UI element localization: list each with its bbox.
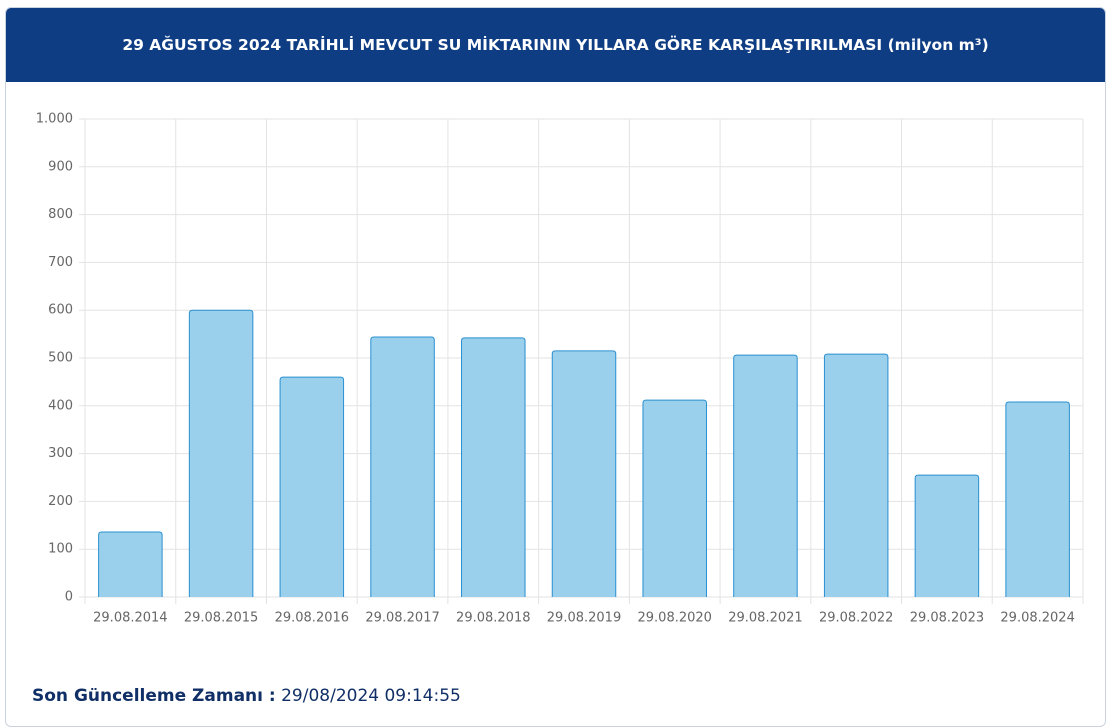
- footer: Son Güncelleme Zamanı : 29/08/2024 09:14…: [32, 686, 461, 706]
- y-tick-label: 400: [48, 398, 73, 413]
- chart: 0 100 200 300 400 500 600 700 800 900 1.000 29.08.2…: [36, 112, 1084, 626]
- x-tick-label: 29.08.2021: [728, 611, 802, 626]
- x-tick-label: 29.08.2016: [275, 611, 349, 626]
- update-label: Son Güncelleme Zamanı :: [32, 686, 276, 706]
- bar: [914, 474, 980, 597]
- y-tick-label: 600: [48, 303, 73, 318]
- x-tick-label: 29.08.2014: [93, 611, 167, 626]
- x-tick-label: 29.08.2015: [184, 611, 258, 626]
- y-tick-label: 1.000: [36, 112, 73, 127]
- bar: [370, 336, 435, 597]
- x-tick-label: 29.08.2023: [910, 611, 984, 626]
- bar: [551, 350, 617, 597]
- bar: [642, 399, 707, 597]
- bar: [823, 353, 889, 597]
- card: 29 AĞUSTOS 2024 TARİHLİ MEVCUT SU MİKTAR…: [5, 7, 1106, 727]
- x-tick-label: 29.08.2019: [547, 611, 621, 626]
- x-tick-label: 29.08.2017: [365, 611, 439, 626]
- x-tick-label: 29.08.2024: [1000, 611, 1074, 626]
- bar: [188, 309, 254, 597]
- y-tick-label: 100: [48, 542, 73, 557]
- x-tick-label: 29.08.2020: [638, 611, 712, 626]
- update-time: 29/08/2024 09:14:55: [281, 686, 461, 706]
- x-tick-label: 29.08.2022: [819, 611, 893, 626]
- chart-title: 29 AĞUSTOS 2024 TARİHLİ MEVCUT SU MİKTAR…: [122, 36, 989, 54]
- bar: [1005, 401, 1070, 597]
- y-tick-label: 900: [48, 159, 73, 174]
- bar: [461, 337, 526, 597]
- y-tick-label: 300: [48, 446, 73, 461]
- x-tick-label: 29.08.2018: [456, 611, 530, 626]
- bar: [733, 354, 798, 597]
- y-tick-label: 700: [48, 255, 73, 270]
- header: 29 AĞUSTOS 2024 TARİHLİ MEVCUT SU MİKTAR…: [6, 8, 1105, 82]
- y-tick-label: 200: [48, 494, 73, 509]
- bar: [279, 376, 345, 597]
- y-tick-label: 0: [65, 590, 73, 605]
- y-tick-label: 800: [48, 207, 73, 222]
- bar: [98, 531, 163, 597]
- y-tick-label: 500: [48, 351, 73, 366]
